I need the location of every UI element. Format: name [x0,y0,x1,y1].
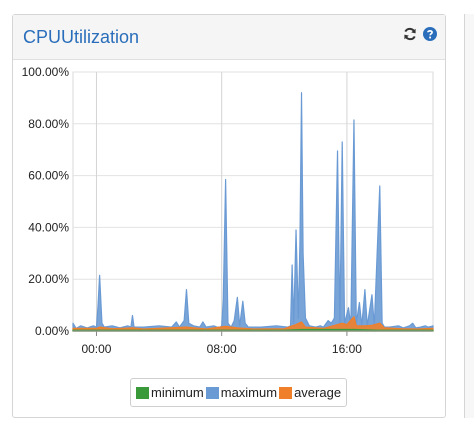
panel-title: CPUUtilization [23,27,140,47]
legend-label-average: average [294,385,342,400]
y-tick-label: 100.00% [22,65,70,79]
legend-label-maximum: maximum [220,385,278,400]
panel-actions [403,27,437,41]
help-icon[interactable] [423,27,437,41]
refresh-icon[interactable] [403,27,417,41]
legend-swatch-minimum [136,386,149,399]
legend-swatch-maximum [205,386,219,399]
chart-legend: minimum maximum average [130,378,348,407]
x-tick-label: 00:00 [81,342,111,356]
plot-area [72,71,434,332]
panel-header: CPUUtilization [13,15,445,60]
y-tick-label: 0.00% [35,324,69,338]
y-tick-label: 20.00% [28,272,69,286]
y-tick-label: 60.00% [28,169,69,183]
x-tick-label: 08:00 [207,342,237,356]
legend-item-average[interactable]: average [279,385,341,400]
adjacent-panel-edge [464,14,474,418]
legend-item-minimum[interactable]: minimum [136,385,204,400]
legend-swatch-average [279,386,293,399]
cpu-utilization-chart: 0.00% 20.00% 40.00% 60.00% 80.00% 100.00% 00:0… [22,65,434,356]
y-tick-label: 80.00% [28,117,69,131]
series-average-area [72,316,434,332]
x-tick-label: 16:00 [332,342,362,356]
legend-label-minimum: minimum [151,385,204,400]
cpu-utilization-panel: CPUUtilization 0.00% 20.00% 40.00% 60.00% 80… [12,14,446,418]
chart-area: 0.00% 20.00% 40.00% 60.00% 80.00% 100.00% 00:0… [13,60,445,417]
y-tick-label: 40.00% [28,220,69,234]
legend-item-maximum[interactable]: maximum [205,385,278,400]
